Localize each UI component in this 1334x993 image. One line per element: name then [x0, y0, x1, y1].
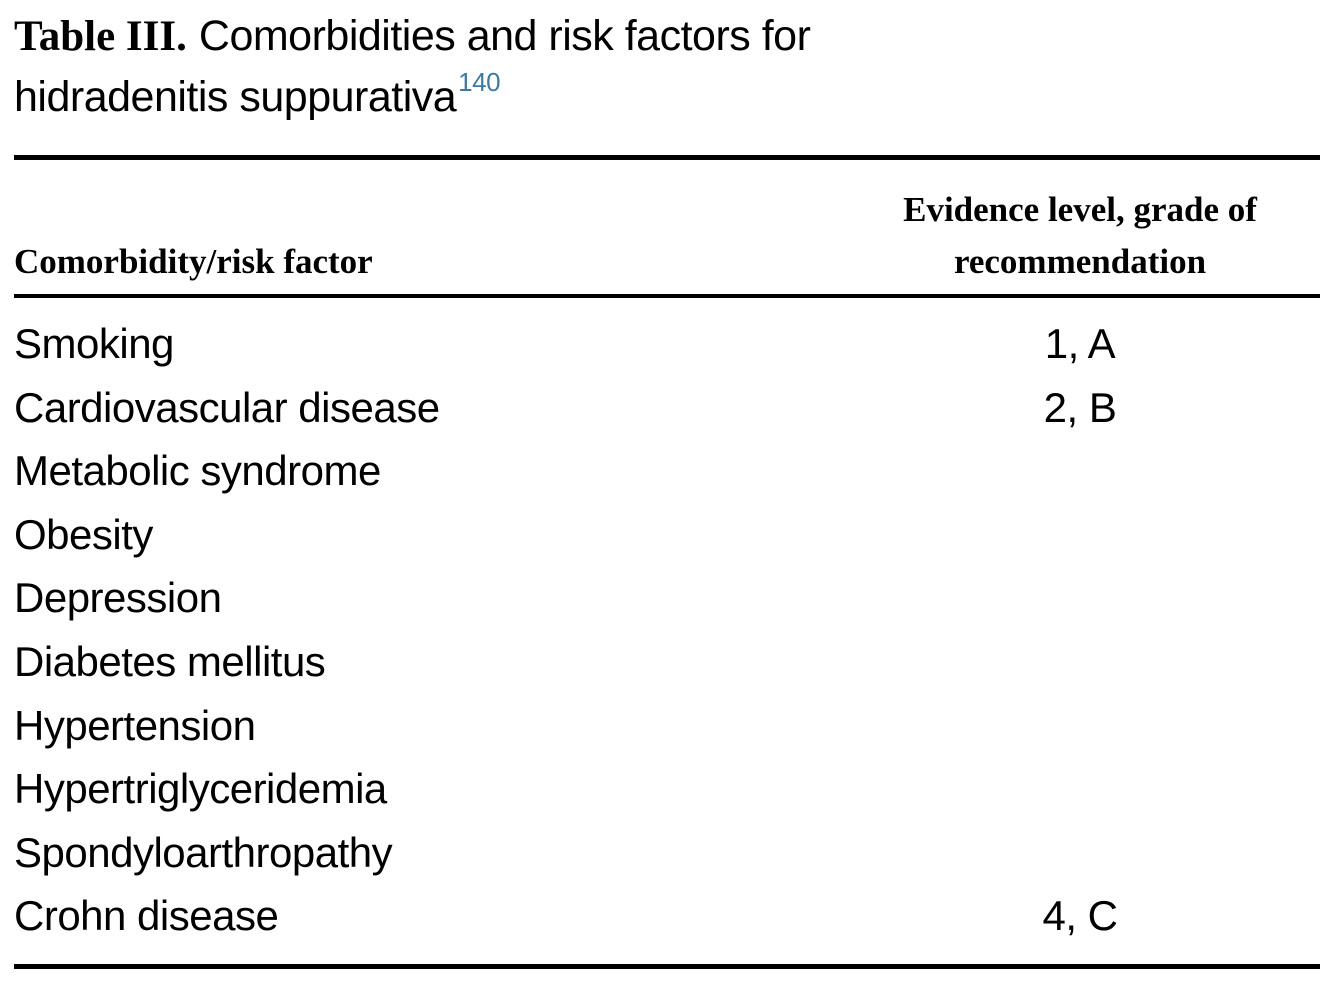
row-factor: Smoking [14, 320, 174, 367]
row-evidence [840, 439, 1320, 503]
row-factor: Spondyloarthropathy [14, 828, 393, 876]
table-row: Smoking 1, A [14, 312, 1320, 376]
table-row: Hypertension [14, 694, 1320, 758]
row-evidence [840, 630, 1320, 694]
row-evidence: 2, B [1043, 383, 1117, 431]
table-header-row: Comorbidity/risk factor Evidence level, … [14, 160, 1320, 288]
row-evidence [840, 821, 1320, 885]
table-title: Table III. Comorbidities and risk factors… [14, 6, 1320, 127]
table-number-label: Table III. [14, 13, 187, 60]
table-row: Crohn disease 4, C [14, 884, 1320, 948]
table-row: Depression [14, 566, 1320, 630]
header-rule [14, 294, 1320, 298]
table-row: Diabetes mellitus [14, 630, 1320, 694]
table-row: Spondyloarthropathy [14, 821, 1320, 885]
row-factor: Cardiovascular disease [14, 383, 440, 431]
table-title-line2: hidradenitis suppurativa [14, 73, 457, 121]
row-factor: Obesity [14, 510, 153, 558]
row-factor: Diabetes mellitus [14, 637, 326, 685]
row-evidence [840, 566, 1320, 630]
row-evidence: 1, A [1044, 320, 1116, 367]
column-header-comorbidity: Comorbidity/risk factor [14, 242, 373, 281]
table-row: Obesity [14, 503, 1320, 567]
row-factor: Depression [14, 574, 222, 622]
row-factor: Hypertriglyceridemia [14, 765, 387, 813]
row-evidence [840, 757, 1320, 821]
top-rule [14, 155, 1320, 160]
table-row: Metabolic syndrome [14, 439, 1320, 503]
bottom-rule [14, 963, 1320, 969]
row-factor: Metabolic syndrome [14, 447, 381, 495]
table-body: Smoking 1, A Cardiovascular disease 2, B… [14, 298, 1320, 948]
table-title-line1: Comorbidities and risk factors for [198, 12, 811, 60]
reference-superscript: 140 [458, 67, 501, 97]
table-row: Cardiovascular disease 2, B [14, 376, 1320, 440]
row-factor: Crohn disease [14, 892, 279, 940]
row-evidence [840, 503, 1320, 567]
row-evidence: 4, C [1042, 892, 1118, 940]
row-evidence [840, 694, 1320, 758]
table-row: Hypertriglyceridemia [14, 757, 1320, 821]
row-factor: Hypertension [14, 701, 256, 749]
column-header-evidence: Evidence level, grade of recommendation [903, 190, 1257, 281]
